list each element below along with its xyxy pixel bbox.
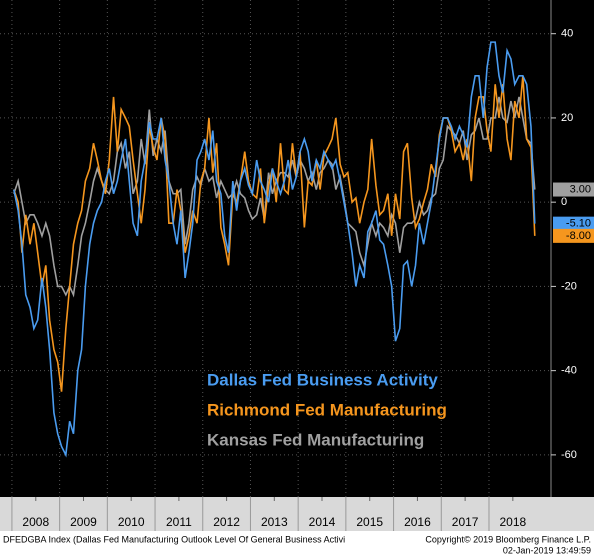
axis-background: [551, 0, 594, 497]
x-tick-label: 2011: [166, 515, 192, 529]
y-tick-label: 0: [561, 196, 567, 208]
x-tick-label: 2018: [499, 515, 526, 529]
last-value-label: 3.00: [570, 183, 591, 195]
y-tick-label: 40: [561, 28, 573, 40]
y-tick-label: -20: [561, 280, 577, 292]
last-value-label: -5.10: [566, 218, 591, 230]
footer-timestamp: 02-Jan-2019 13:49:59: [503, 545, 591, 555]
x-tick-label: 2008: [22, 515, 49, 529]
x-tick-label: 2017: [452, 515, 479, 529]
legend-entry: Kansas Fed Manufacturing: [207, 430, 424, 449]
x-axis-band: [0, 497, 594, 531]
x-tick-label: 2016: [404, 515, 431, 529]
legend-entry: Dallas Fed Business Activity: [207, 370, 438, 389]
x-tick-label: 2015: [356, 515, 383, 529]
x-tick-label: 2009: [70, 515, 97, 529]
x-tick-label: 2012: [213, 515, 240, 529]
legend-entry: Richmond Fed Manufacturing: [207, 400, 447, 419]
footer-source: DFEDGBA Index (Dallas Fed Manufacturing …: [3, 534, 345, 544]
y-tick-label: -60: [561, 449, 577, 461]
series-line: [13, 41, 536, 458]
last-value-box: [553, 228, 594, 243]
y-tick-label: 20: [561, 112, 573, 124]
last-value-label: -8.00: [566, 230, 591, 242]
last-value-box: [553, 182, 594, 197]
x-tick-label: 2014: [309, 515, 336, 529]
footer-copyright: Copyright© 2019 Bloomberg Finance L.P.: [425, 534, 591, 544]
plot-background: [0, 0, 594, 497]
y-tick-label: -40: [561, 365, 577, 377]
x-tick-label: 2010: [118, 515, 145, 529]
last-value-box: [553, 216, 594, 231]
x-tick-label: 2013: [261, 515, 288, 529]
